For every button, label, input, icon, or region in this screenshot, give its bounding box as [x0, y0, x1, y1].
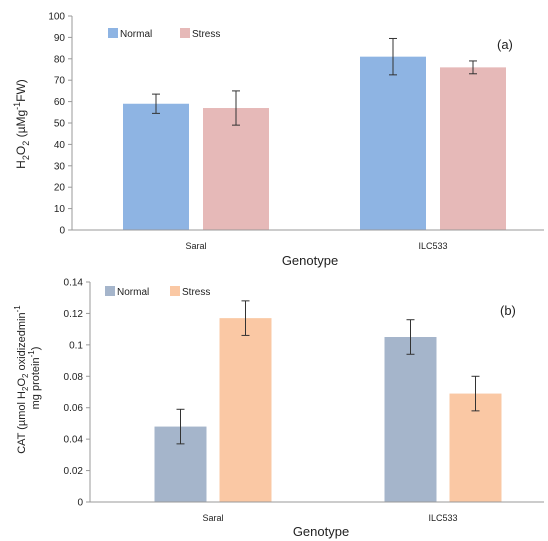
chart-a-y-axis-title: H2O2 (µMg-1FW) — [12, 79, 31, 169]
a-y-tick-label: 60 — [54, 97, 66, 108]
chart-b-legend-swatch-stress — [170, 286, 180, 296]
a-y-tick-label: 40 — [54, 140, 66, 151]
b-bar-stress-saral — [219, 318, 272, 502]
chart-b-legend-swatch-normal — [105, 286, 115, 296]
chart-a-legend-swatch-normal — [108, 28, 118, 38]
b-y-tick-label: 0.04 — [64, 435, 84, 446]
chart-b-panel-label: (b) — [500, 303, 516, 318]
a-y-tick-label: 10 — [54, 204, 66, 215]
a-x-tick-label: Saral — [185, 241, 206, 251]
a-y-tick-label: 80 — [54, 54, 66, 65]
b-x-tick-label: Saral — [202, 513, 223, 523]
b-x-tick-label: ILC533 — [428, 513, 457, 523]
chart-a-legend-label-normal: Normal — [120, 29, 152, 40]
chart-a: 0 10 20 30 40 50 60 70 80 90 100 Saral ILC533 (a) Ge… — [12, 12, 544, 268]
a-y-tick-label: 70 — [54, 76, 66, 87]
a-y-tick-label: 0 — [59, 226, 65, 237]
chart-a-panel-label: (a) — [497, 37, 513, 52]
chart-b-x-axis-title: Genotype — [293, 524, 349, 539]
chart-b-y-axis-title: CAT (µmol H2O2 oxidizedmin-1 mg protein-… — [11, 302, 42, 454]
chart-b-legend-label-normal: Normal — [117, 287, 149, 298]
a-x-tick-label: ILC533 — [418, 241, 447, 251]
b-y-tick-label: 0 — [77, 498, 83, 509]
a-bar-stress-ilc533 — [440, 67, 506, 230]
chart-b-legend-label-stress: Stress — [182, 287, 210, 298]
a-bar-normal-saral — [123, 103, 189, 230]
a-y-tick-label: 90 — [54, 33, 66, 44]
a-bar-normal-ilc533 — [360, 56, 426, 230]
b-bar-stress-ilc533 — [449, 393, 502, 502]
chart-a-legend: Normal Stress — [108, 28, 220, 40]
b-y-tick-label: 0.06 — [64, 403, 84, 414]
chart-a-legend-label-stress: Stress — [192, 29, 220, 40]
b-y-tick-label: 0.1 — [69, 340, 83, 351]
chart-b-legend: Normal Stress — [105, 286, 210, 298]
a-y-tick-label: 100 — [48, 12, 65, 23]
a-y-tick-label: 30 — [54, 161, 66, 172]
a-bar-stress-saral — [203, 108, 269, 230]
b-y-tick-label: 0.14 — [64, 278, 84, 289]
a-y-tick-label: 20 — [54, 183, 66, 194]
b-y-tick-label: 0.12 — [64, 309, 84, 320]
chart-a-x-axis-title: Genotype — [282, 253, 338, 268]
b-bar-normal-ilc533 — [384, 337, 437, 502]
chart-a-legend-swatch-stress — [180, 28, 190, 38]
a-y-tick-label: 50 — [54, 119, 66, 130]
b-y-tick-label: 0.08 — [64, 372, 84, 383]
b-y-tick-label: 0.02 — [64, 466, 84, 477]
